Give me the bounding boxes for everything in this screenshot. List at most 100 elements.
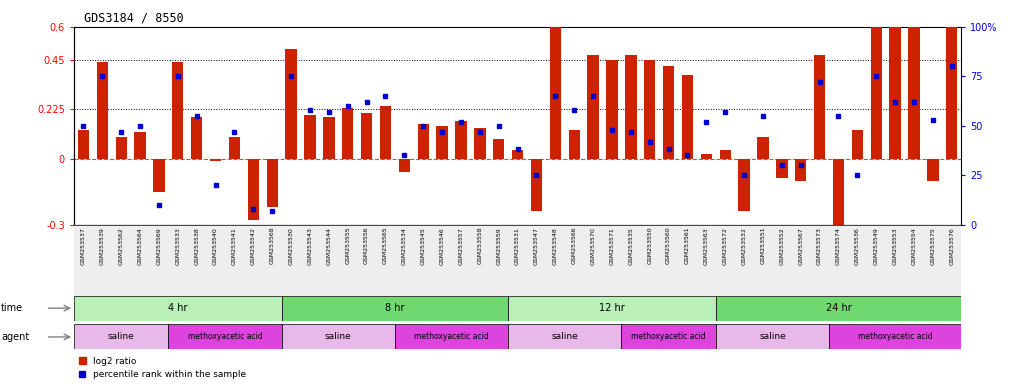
Bar <box>697 225 715 296</box>
Text: GSM253542: GSM253542 <box>251 227 256 265</box>
Bar <box>905 225 923 296</box>
Bar <box>376 225 395 296</box>
Bar <box>78 130 89 159</box>
Bar <box>437 126 448 159</box>
Bar <box>282 225 300 296</box>
Text: GSM253557: GSM253557 <box>458 227 464 265</box>
Bar <box>300 225 320 296</box>
Text: GSM253538: GSM253538 <box>194 227 199 265</box>
Text: GSM253569: GSM253569 <box>156 227 161 265</box>
Bar <box>282 324 395 349</box>
Bar <box>361 113 372 159</box>
Bar <box>172 62 183 159</box>
Bar <box>474 128 485 159</box>
Text: GSM253549: GSM253549 <box>874 227 879 265</box>
Bar <box>248 159 259 220</box>
Bar <box>829 225 848 296</box>
Text: 8 hr: 8 hr <box>386 303 405 313</box>
Bar <box>263 225 282 296</box>
Bar <box>659 225 678 296</box>
Bar <box>792 225 810 296</box>
Text: GSM253556: GSM253556 <box>364 227 369 265</box>
Bar <box>93 225 112 296</box>
Bar <box>889 12 901 159</box>
Bar <box>286 49 297 159</box>
Bar <box>867 225 886 296</box>
Text: GSM253547: GSM253547 <box>534 227 539 265</box>
Text: GSM253567: GSM253567 <box>798 227 803 265</box>
Bar <box>738 159 749 212</box>
Text: GSM253551: GSM253551 <box>761 227 766 265</box>
Bar <box>323 117 334 159</box>
Text: time: time <box>1 303 24 313</box>
Bar <box>621 324 715 349</box>
Bar <box>266 159 278 207</box>
Bar <box>527 225 546 296</box>
Bar <box>451 225 471 296</box>
Text: GSM253566: GSM253566 <box>572 227 577 265</box>
Bar <box>946 0 957 159</box>
Bar <box>131 225 149 296</box>
Text: GSM253572: GSM253572 <box>723 227 728 265</box>
Bar <box>417 124 429 159</box>
Bar <box>795 159 806 181</box>
Bar <box>829 324 961 349</box>
Bar <box>852 130 864 159</box>
Legend: log2 ratio, percentile rank within the sample: log2 ratio, percentile rank within the s… <box>78 357 246 379</box>
Bar <box>833 159 844 268</box>
Bar <box>320 225 338 296</box>
Bar <box>399 159 410 172</box>
Bar <box>720 150 731 159</box>
Text: GSM253541: GSM253541 <box>232 227 237 265</box>
Bar <box>923 225 943 296</box>
Text: GSM253564: GSM253564 <box>138 227 143 265</box>
Bar <box>754 225 772 296</box>
Bar <box>602 225 621 296</box>
Text: GSM253543: GSM253543 <box>307 227 313 265</box>
Bar <box>191 117 203 159</box>
Bar <box>715 324 829 349</box>
Text: GSM253565: GSM253565 <box>383 227 388 265</box>
Text: GSM253552: GSM253552 <box>779 227 784 265</box>
Bar <box>587 55 598 159</box>
Bar <box>625 55 636 159</box>
Text: GSM253548: GSM253548 <box>553 227 558 265</box>
Text: GSM253562: GSM253562 <box>118 227 123 265</box>
Bar <box>282 296 508 321</box>
Bar <box>342 108 354 159</box>
Bar <box>715 296 961 321</box>
Bar <box>74 324 169 349</box>
Bar <box>357 225 376 296</box>
Bar <box>701 154 712 159</box>
Text: GSM253576: GSM253576 <box>949 227 954 265</box>
Bar <box>508 296 715 321</box>
Text: GSM253573: GSM253573 <box>817 227 822 265</box>
Text: methoxyacetic acid: methoxyacetic acid <box>631 333 706 341</box>
Bar <box>149 225 169 296</box>
Text: GSM253568: GSM253568 <box>269 227 274 265</box>
Bar <box>433 225 451 296</box>
Bar <box>304 115 316 159</box>
Text: GSM253544: GSM253544 <box>326 227 331 265</box>
Bar <box>512 150 523 159</box>
Text: GSM253554: GSM253554 <box>912 227 917 265</box>
Bar <box>871 3 882 159</box>
Bar <box>414 225 433 296</box>
Bar <box>772 225 792 296</box>
Bar <box>379 106 391 159</box>
Text: methoxyacetic acid: methoxyacetic acid <box>857 333 932 341</box>
Bar <box>508 324 621 349</box>
Text: GSM253559: GSM253559 <box>497 227 502 265</box>
Bar <box>776 159 787 179</box>
Text: GDS3184 / 8550: GDS3184 / 8550 <box>84 12 184 25</box>
Text: 12 hr: 12 hr <box>599 303 625 313</box>
Text: GSM253570: GSM253570 <box>591 227 595 265</box>
Text: GSM253535: GSM253535 <box>628 227 633 265</box>
Bar <box>735 225 754 296</box>
Text: GSM253537: GSM253537 <box>81 227 86 265</box>
Text: GSM253532: GSM253532 <box>741 227 746 265</box>
Bar <box>530 159 542 212</box>
Bar <box>338 225 357 296</box>
Bar <box>97 62 108 159</box>
Text: GSM253563: GSM253563 <box>704 227 709 265</box>
